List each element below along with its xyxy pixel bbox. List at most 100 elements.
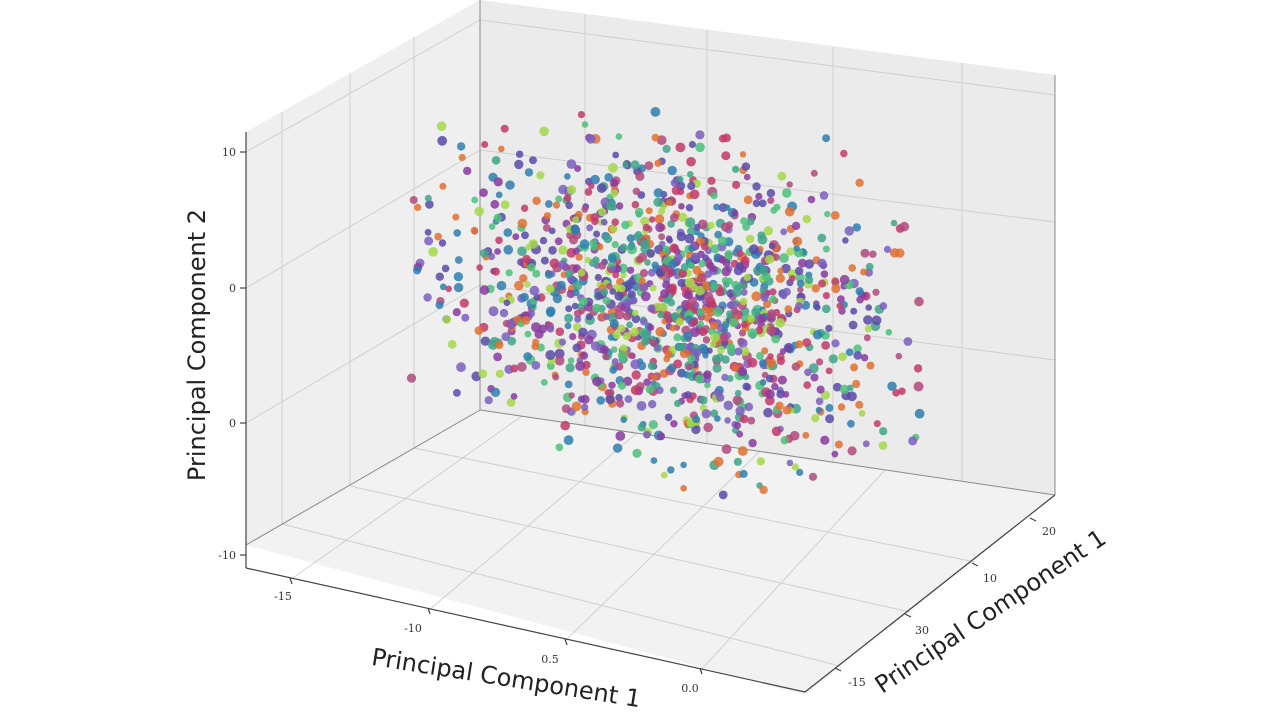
scatter-point [406,373,417,383]
scatter-point [671,186,681,196]
scatter-point [528,239,539,249]
scatter-point [744,402,754,412]
scatter-point [560,420,570,431]
scatter-point [640,291,651,302]
scatter-point [817,233,827,243]
scatter-point [752,182,761,191]
scatter-point [777,375,787,385]
scatter-point [784,206,795,217]
scatter-point [704,270,713,278]
scatter-point [442,315,452,324]
scatter-point [425,200,434,209]
scatter-point [703,291,714,302]
scatter-point [571,302,579,310]
scatter-point [658,207,666,215]
scatter-point [631,370,641,380]
scatter-point [453,229,462,237]
scatter-point [742,382,751,391]
scatter-point [575,361,586,372]
scatter-point [738,338,748,349]
scatter-point [739,414,749,424]
scatter-point [732,287,743,297]
scatter-point [456,362,466,373]
scatter-point [579,239,590,250]
scatter-point [435,301,444,310]
scatter-point [860,268,868,276]
scatter-point [479,285,490,295]
scatter-point [908,436,918,446]
scatter-point [747,357,758,368]
scatter-point [721,444,732,454]
scatter-point [830,211,840,220]
scatter-point [423,293,432,302]
scatter-point [745,234,755,244]
scatter-point [609,288,616,295]
scatter-point [503,228,513,237]
scatter-point [580,394,590,404]
grid-line [245,149,481,289]
scatter-point [673,333,682,342]
scatter-point [807,195,816,204]
scatter-point [683,331,693,341]
scatter-point [670,420,678,428]
scatter-point [627,352,634,359]
scatter-point [865,304,872,311]
scatter-point [734,347,743,356]
scatter-point [822,245,830,253]
scatter-point [685,204,694,212]
scatter-point [869,250,877,258]
scatter-point [825,414,835,424]
scatter-point [648,216,656,223]
scatter-point [878,441,888,450]
scatter-point [651,374,658,381]
scatter-point [808,472,818,481]
scatter-point [436,121,447,131]
scatter-point [453,282,464,293]
scatter-point [642,223,650,232]
scatter-point [718,490,728,500]
scatter-point [782,287,791,296]
scatter-point [771,334,781,344]
scatter-point [840,149,848,158]
scatter-point [586,134,596,144]
scatter-point [640,239,650,249]
scatter-point [684,290,693,300]
scatter-point [768,242,776,250]
scatter-point [677,342,686,352]
scatter-point [825,403,834,412]
scatter-point [445,285,453,293]
scatter-point [795,340,804,349]
scatter-point [698,327,708,337]
scatter-point [490,387,501,397]
scatter-point [516,362,527,372]
scatter-point [656,269,664,277]
scatter-point [602,296,611,305]
scatter-point [545,284,554,293]
scatter-point [687,181,696,191]
scatter-point [654,344,661,352]
tick-label-depth-1: 30 [915,624,929,637]
scatter-point [690,283,698,291]
scatter-point [713,306,723,317]
scatter-point [834,440,843,449]
scatter-point [759,286,767,294]
scatter-point [648,400,657,409]
scatter-point [688,140,697,149]
tick-label-z-3: -10 [218,549,236,562]
scatter-point [640,330,651,340]
scatter-point [777,171,787,181]
scatter-point [695,142,705,153]
scatter-point [657,311,665,319]
scatter-point [629,327,640,337]
scatter-point [680,263,689,272]
scatter-point [688,244,696,252]
scatter-point [671,312,680,321]
scatter-point [582,368,590,376]
scatter-point [481,141,489,148]
scatter-point [561,404,571,413]
scatter-point [572,247,580,255]
scatter-point [565,363,575,373]
scatter-point [647,324,655,331]
scatter-point [441,264,450,273]
scatter-point [678,269,687,278]
